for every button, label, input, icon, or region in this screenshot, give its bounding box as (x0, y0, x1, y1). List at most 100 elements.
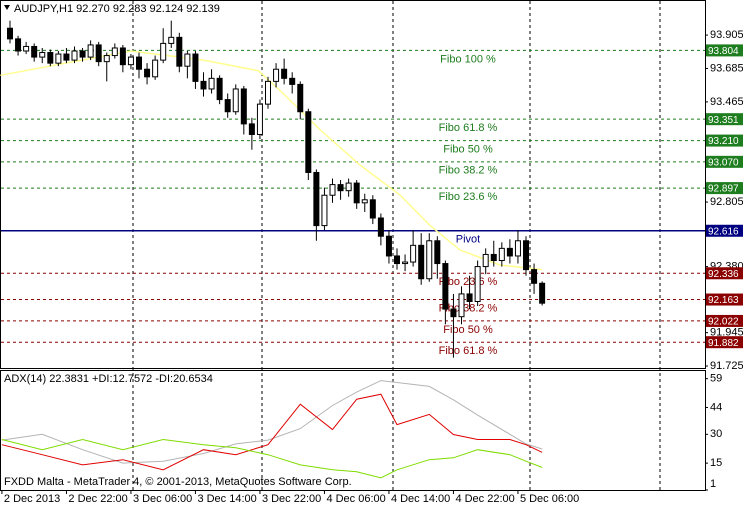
level-price-box (706, 134, 743, 147)
candle-body (200, 80, 207, 90)
candle-body (353, 182, 360, 204)
candle-body (160, 42, 167, 61)
candle-body (434, 240, 441, 265)
candle-body (79, 50, 86, 58)
level-price-label: 91.882 (708, 338, 739, 349)
y-tick-label: 93.905 (710, 29, 743, 41)
candle-body (369, 199, 376, 219)
indicator-y-tick-label: 1 (710, 478, 716, 490)
level-price-label: 92.022 (708, 317, 739, 328)
level-name: Fibo 23.6 % (439, 191, 498, 203)
x-tick-label: 2 Dec 22:00 (68, 493, 127, 505)
candle-body (305, 111, 312, 173)
candle-body (482, 253, 489, 268)
candle-body (256, 103, 263, 136)
x-tick-label: 3 Dec 06:00 (133, 493, 192, 505)
candle-body (248, 123, 255, 136)
candle-body (232, 88, 239, 113)
level-price-label: 93.351 (708, 115, 739, 126)
indicator-line (1, 393, 543, 471)
candle-body (144, 68, 151, 78)
candle-body (313, 171, 320, 227)
candle-body (321, 194, 328, 227)
x-tick-label: 3 Dec 14:00 (197, 493, 256, 505)
candle-body (345, 182, 352, 192)
level-name: Fibo 61.8 % (439, 345, 498, 357)
candle-body (71, 50, 78, 61)
level-price-box (706, 336, 743, 349)
x-tick-label: 4 Dec 22:00 (455, 493, 514, 505)
candle-body (498, 247, 505, 262)
candle-body (531, 269, 538, 284)
candle-body (506, 247, 513, 257)
level-price-label: 92.616 (708, 226, 739, 237)
candle-body (103, 55, 110, 63)
main-frame (0, 0, 706, 369)
candle-body (361, 199, 368, 204)
candle-body (208, 77, 215, 90)
candle-body (87, 44, 94, 58)
level-price-label: 92.163 (708, 295, 739, 306)
x-tick-label: 4 Dec 06:00 (326, 493, 385, 505)
level-name: Fibo 38.2 % (439, 165, 498, 177)
indicator-y-tick-label: 15 (710, 457, 722, 469)
indicator-y-tick-label: 44 (710, 401, 722, 413)
y-tick-label: 93.465 (710, 96, 743, 108)
candle-body (273, 68, 280, 82)
level-price-box (706, 267, 743, 280)
candle-body (337, 184, 344, 192)
candle-body (168, 36, 175, 44)
level-price-box (706, 293, 743, 306)
candle-body (289, 77, 296, 85)
candle-body (136, 56, 143, 70)
x-tick-label: 2 Dec 2013 (4, 493, 60, 505)
candle-body (192, 53, 199, 82)
candle-body (377, 217, 384, 237)
level-price-box (706, 224, 743, 237)
level-name: Pivot (456, 234, 480, 246)
level-price-box (706, 155, 743, 168)
indicator-y-tick-label: 30 (710, 428, 722, 440)
x-tick-label: 5 Dec 06:00 (520, 493, 579, 505)
candle-body (474, 266, 481, 303)
level-name: Fibo 61.8 % (439, 122, 498, 134)
candle-body (224, 99, 231, 113)
candle-body (15, 38, 22, 52)
candle-body (184, 53, 191, 67)
candle-body (410, 244, 417, 263)
footer: FXDD Malta - MetaTrader 4, © 2001-2013, … (4, 476, 352, 488)
y-tick-label: 91.725 (710, 360, 743, 372)
candle-body (6, 27, 13, 40)
candle-body (127, 56, 134, 66)
candle-body (111, 47, 118, 57)
level-price-label: 93.070 (708, 157, 739, 168)
x-tick-label: 4 Dec 14:00 (391, 493, 450, 505)
candle-body (426, 240, 433, 280)
level-name: Fibo 100 % (440, 53, 496, 65)
candle-body (55, 53, 62, 64)
level-name: Fibo 50 % (443, 324, 493, 336)
candle-body (47, 52, 54, 64)
dropdown-icon (4, 5, 10, 10)
candle-body (329, 184, 336, 196)
indicator-title: ADX(14) 22.3831 +DI:12.7572 -DI:20.6534 (4, 373, 213, 385)
candle-body (176, 36, 183, 67)
level-price-box (706, 44, 743, 57)
moving-average (0, 50, 543, 271)
indicator-y-tick-label: 59 (710, 373, 722, 385)
candle-body (523, 240, 530, 271)
candle-body (265, 80, 272, 105)
candle-body (23, 45, 30, 52)
level-price-label: 93.210 (708, 136, 739, 147)
candle-body (31, 45, 38, 58)
candle-body (490, 253, 497, 262)
candle-body (216, 77, 223, 101)
candle-body (39, 52, 46, 58)
level-price-label: 93.804 (708, 46, 739, 57)
candle-body (539, 282, 546, 304)
candle-body (458, 293, 465, 318)
candle-body (63, 53, 70, 61)
candle-body (297, 83, 304, 113)
x-tick-label: 3 Dec 22:00 (262, 493, 321, 505)
